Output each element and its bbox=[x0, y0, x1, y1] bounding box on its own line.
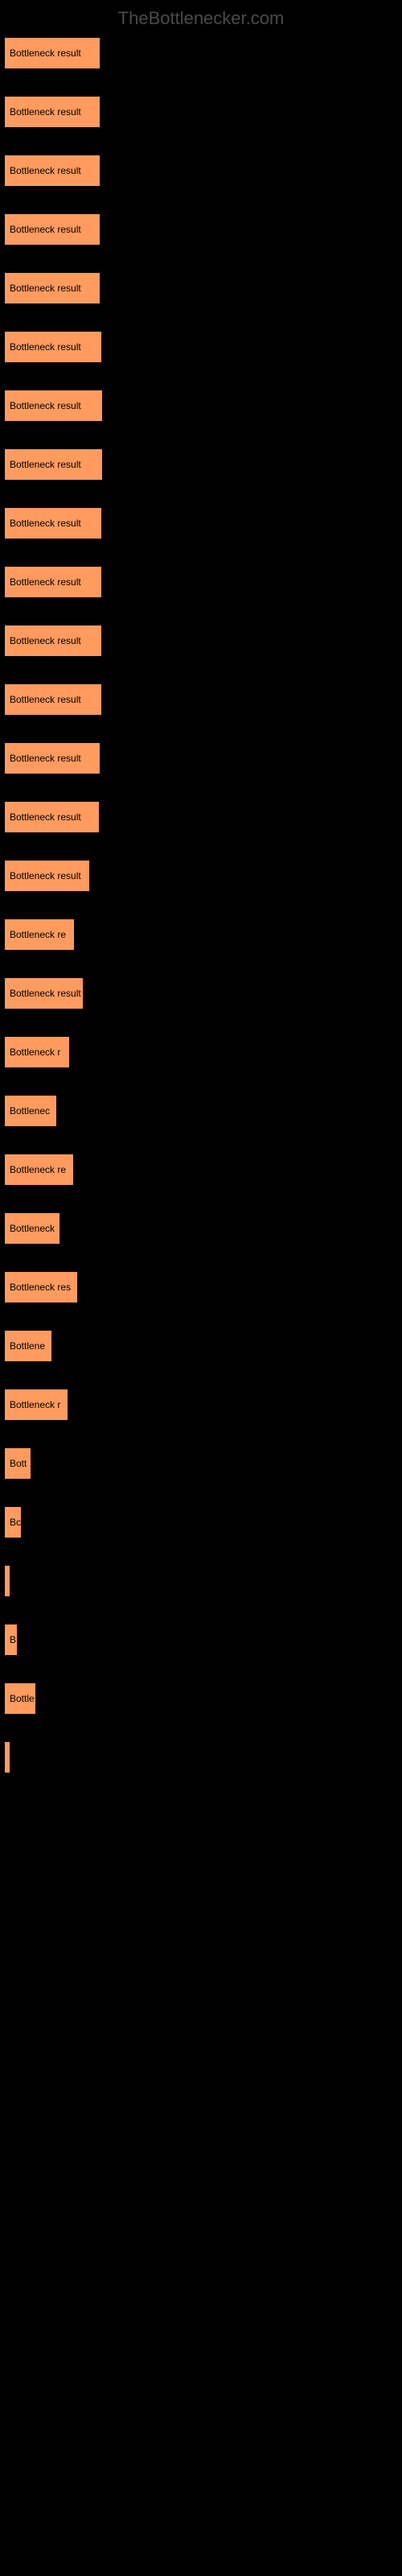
bar-row: Bottleneck result bbox=[4, 331, 398, 363]
bar: Bottleneck result bbox=[4, 448, 103, 481]
bar: Bottleneck result bbox=[4, 683, 102, 716]
bar-row: Bottleneck result bbox=[4, 37, 398, 69]
watermark-text: TheBottlenecker.com bbox=[0, 8, 402, 29]
bar: Bottleneck r bbox=[4, 1389, 68, 1421]
bar-row: Bottleneck result bbox=[4, 272, 398, 304]
bar-row: Bottleneck result bbox=[4, 155, 398, 187]
bar-row bbox=[4, 1565, 398, 1597]
bar: Bottleneck result bbox=[4, 331, 102, 363]
bar-row: Bottleneck result bbox=[4, 977, 398, 1009]
bar-row: Bottleneck re bbox=[4, 1154, 398, 1186]
bar-row: Bottleneck result bbox=[4, 96, 398, 128]
bar: Bottleneck result bbox=[4, 507, 102, 539]
bar: Bott bbox=[4, 1447, 31, 1480]
bar-row: Bottleneck r bbox=[4, 1036, 398, 1068]
bar-row: Bottle bbox=[4, 1682, 398, 1715]
bar bbox=[4, 1565, 10, 1597]
bar: Bottleneck result bbox=[4, 801, 100, 833]
bar: Bottleneck result bbox=[4, 155, 100, 187]
bar-row: B bbox=[4, 1624, 398, 1656]
bar: Bc bbox=[4, 1506, 22, 1538]
bar: Bottleneck re bbox=[4, 1154, 74, 1186]
bar-row: Bc bbox=[4, 1506, 398, 1538]
bar: Bottleneck bbox=[4, 1212, 60, 1245]
bar-row: Bottleneck result bbox=[4, 566, 398, 598]
bar-row: Bottleneck result bbox=[4, 683, 398, 716]
bar-row: Bottleneck res bbox=[4, 1271, 398, 1303]
bar-row: Bottlene bbox=[4, 1330, 398, 1362]
bar: Bottleneck result bbox=[4, 390, 103, 422]
bar-row: Bottleneck re bbox=[4, 919, 398, 951]
bar: Bottleneck result bbox=[4, 742, 100, 774]
bar: Bottleneck re bbox=[4, 919, 75, 951]
bar-row: Bottleneck bbox=[4, 1212, 398, 1245]
bar: Bottlene bbox=[4, 1330, 52, 1362]
bar: Bottleneck result bbox=[4, 213, 100, 246]
bar-chart: Bottleneck result Bottleneck result Bottle… bbox=[0, 37, 402, 1773]
bar: Bottleneck result bbox=[4, 977, 84, 1009]
bar: B bbox=[4, 1624, 18, 1656]
bar-row bbox=[4, 1741, 398, 1773]
bar: Bottleneck result bbox=[4, 860, 90, 892]
bar: Bottleneck result bbox=[4, 96, 100, 128]
bar-row: Bottleneck result bbox=[4, 801, 398, 833]
bar: Bottleneck r bbox=[4, 1036, 70, 1068]
bar: Bottleneck result bbox=[4, 625, 102, 657]
bar-row: Bottleneck result bbox=[4, 507, 398, 539]
bar: Bottlenec bbox=[4, 1095, 57, 1127]
bar-row: Bottleneck result bbox=[4, 742, 398, 774]
bar: Bottleneck result bbox=[4, 272, 100, 304]
bar-row: Bottleneck result bbox=[4, 390, 398, 422]
bar: Bottleneck result bbox=[4, 37, 100, 69]
bar: Bottleneck result bbox=[4, 566, 102, 598]
bar-row: Bottleneck result bbox=[4, 213, 398, 246]
bar: Bottle bbox=[4, 1682, 36, 1715]
bar-row: Bottleneck result bbox=[4, 625, 398, 657]
bar-row: Bottleneck r bbox=[4, 1389, 398, 1421]
bar-row: Bottlenec bbox=[4, 1095, 398, 1127]
bar-row: Bottleneck result bbox=[4, 860, 398, 892]
bar: Bottleneck res bbox=[4, 1271, 78, 1303]
bar-row: Bottleneck result bbox=[4, 448, 398, 481]
bar-row: Bott bbox=[4, 1447, 398, 1480]
bar bbox=[4, 1741, 10, 1773]
